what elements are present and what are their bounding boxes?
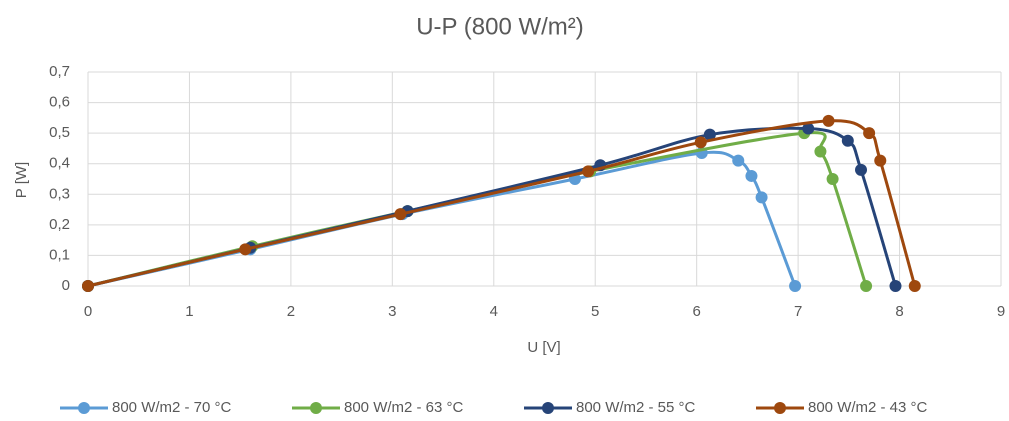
y-tick-label: 0,1 (49, 246, 70, 263)
x-tick-label: 8 (895, 303, 903, 320)
legend-marker (310, 402, 322, 414)
y-tick-label: 0,2 (49, 216, 70, 233)
legend-label: 800 W/m2 - 55 °C (576, 399, 696, 416)
data-point (745, 169, 758, 182)
data-point (802, 122, 815, 135)
x-tick-label: 3 (388, 303, 396, 320)
data-point (755, 191, 768, 204)
data-point (855, 163, 868, 176)
series-line (87, 131, 868, 288)
y-tick-label: 0,4 (49, 155, 70, 172)
x-tick-label: 7 (794, 303, 802, 320)
x-tick-label: 5 (591, 303, 599, 320)
x-tick-label: 1 (185, 303, 193, 320)
x-tick-label: 0 (84, 303, 92, 320)
x-tick-label: 4 (490, 303, 498, 320)
legend-label: 800 W/m2 - 70 °C (112, 399, 232, 416)
legend-marker (774, 402, 786, 414)
data-point (239, 243, 252, 256)
data-point (82, 280, 94, 292)
y-tick-label: 0,5 (49, 124, 70, 141)
data-point (789, 280, 802, 292)
legend-marker (542, 402, 554, 414)
legend-label: 800 W/m2 - 63 °C (344, 399, 464, 416)
data-point (694, 136, 707, 149)
legend-marker (78, 402, 90, 414)
y-tick-label: 0,7 (49, 63, 70, 80)
series-line (87, 150, 797, 288)
data-point (582, 165, 595, 178)
data-point (814, 145, 827, 158)
series-line (87, 119, 917, 288)
x-tick-label: 9 (997, 303, 1005, 320)
y-tick-label: 0 (62, 277, 70, 294)
y-tick-label: 0,6 (49, 94, 70, 111)
data-point (908, 280, 921, 292)
legend-label: 800 W/m2 - 43 °C (808, 399, 928, 416)
chart-title: U-P (800 W/m²) (416, 13, 584, 40)
data-point (841, 134, 854, 147)
y-axis-label: P [W] (13, 162, 30, 198)
series-line (87, 126, 897, 288)
data-point (889, 280, 902, 292)
y-tick-label: 0,3 (49, 185, 70, 202)
data-point (826, 173, 839, 185)
data-point (732, 154, 745, 167)
x-tick-label: 2 (287, 303, 295, 320)
data-point (874, 154, 887, 167)
data-point (394, 208, 407, 221)
data-point (863, 127, 876, 140)
data-point (860, 280, 873, 292)
data-point (703, 128, 716, 141)
x-axis-label: U [V] (527, 339, 560, 356)
data-point (822, 114, 835, 127)
x-tick-label: 6 (692, 303, 700, 320)
